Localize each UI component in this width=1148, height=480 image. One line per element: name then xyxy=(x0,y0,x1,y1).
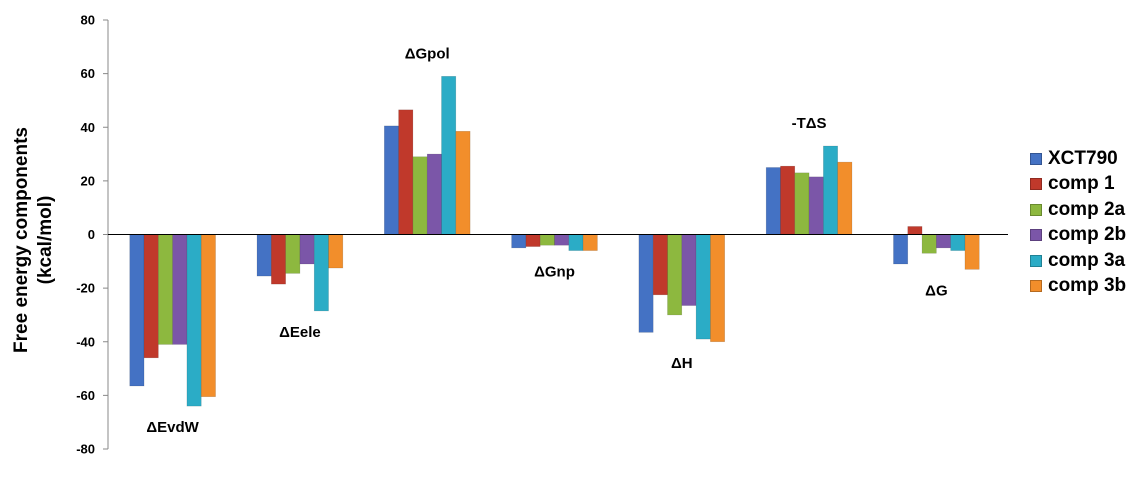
category-label: ΔEele xyxy=(279,324,321,341)
y-tick-label: 80 xyxy=(81,13,95,28)
bar xyxy=(186,234,202,407)
y-axis-ticks: 80 60 40 20 0 -20 -40 -60 -80 xyxy=(76,13,108,457)
legend-item: comp 3a xyxy=(1030,248,1126,274)
y-tick-label: 60 xyxy=(81,66,95,81)
legend-swatch xyxy=(1030,178,1042,191)
legend-item: comp 2a xyxy=(1030,197,1126,223)
bar xyxy=(667,234,683,316)
bar xyxy=(950,234,966,251)
bar xyxy=(837,161,853,235)
legend-label: XCT790 xyxy=(1048,147,1118,169)
bar xyxy=(511,234,527,249)
bar xyxy=(893,234,909,265)
bar xyxy=(808,176,824,235)
legend-label: comp 2a xyxy=(1048,198,1126,220)
bar xyxy=(285,234,301,274)
category-label: ΔG xyxy=(925,282,947,299)
bar xyxy=(907,226,923,235)
legend-item: comp 3b xyxy=(1030,274,1126,300)
bar xyxy=(441,76,457,235)
y-axis-label: Free energy components (kcal/mol) xyxy=(11,127,56,353)
bars xyxy=(129,76,980,407)
category-label: ΔH xyxy=(671,355,693,372)
y-axis-label-line: (kcal/mol) xyxy=(35,196,56,285)
category-labels: ΔEvdW ΔEele ΔGpol ΔGnp ΔH -TΔS ΔG xyxy=(146,45,947,436)
legend: XCT790 comp 1 comp 2a comp 2b comp 3a comp 3b xyxy=(1030,146,1126,299)
bar xyxy=(256,234,272,277)
bar xyxy=(158,234,173,345)
bar xyxy=(525,234,541,247)
category-label: ΔEvdW xyxy=(146,419,199,436)
bar xyxy=(638,234,654,333)
bar xyxy=(780,165,796,235)
bar xyxy=(129,234,145,387)
legend-swatch xyxy=(1030,280,1042,293)
legend-item: XCT790 xyxy=(1030,146,1126,172)
legend-label: comp 3a xyxy=(1048,249,1126,271)
bar xyxy=(143,234,159,359)
bar xyxy=(271,234,286,285)
bar xyxy=(384,125,399,235)
bar xyxy=(823,145,838,235)
bar xyxy=(299,234,315,265)
bar xyxy=(921,234,937,254)
y-axis-label-line: Free energy components xyxy=(11,127,32,353)
category-label: -TΔS xyxy=(792,115,827,132)
bar xyxy=(964,234,980,270)
bar xyxy=(710,234,725,343)
bar xyxy=(554,234,570,246)
bar xyxy=(765,167,781,235)
bar xyxy=(313,234,329,312)
y-tick-label: 0 xyxy=(88,227,95,242)
legend-swatch xyxy=(1030,152,1042,165)
bar xyxy=(398,109,414,235)
bar xyxy=(412,156,428,235)
bar xyxy=(794,172,810,235)
bar xyxy=(936,234,951,249)
y-tick-label: -40 xyxy=(76,334,95,349)
bar xyxy=(568,234,584,251)
bar xyxy=(652,234,668,296)
y-tick-label: 40 xyxy=(81,120,95,135)
bar xyxy=(200,234,216,398)
bar xyxy=(539,234,555,246)
legend-item: comp 2b xyxy=(1030,223,1126,249)
legend-swatch xyxy=(1030,254,1042,267)
y-tick-label: 20 xyxy=(81,173,95,188)
category-label: ΔGnp xyxy=(534,264,575,281)
bar xyxy=(172,234,188,345)
legend-swatch xyxy=(1030,229,1042,242)
legend-label: comp 1 xyxy=(1048,173,1115,195)
legend-swatch xyxy=(1030,203,1042,216)
y-tick-label: -20 xyxy=(76,281,95,296)
y-tick-label: -60 xyxy=(76,388,95,403)
category-label: ΔGpol xyxy=(405,45,450,62)
legend-label: comp 3b xyxy=(1048,275,1127,297)
y-tick-label: -80 xyxy=(76,442,95,457)
legend-item: comp 1 xyxy=(1030,172,1126,198)
bar xyxy=(426,153,442,235)
bar xyxy=(328,234,344,269)
legend-label: comp 2b xyxy=(1048,224,1127,246)
bar xyxy=(695,234,711,340)
bar xyxy=(681,234,697,306)
bar xyxy=(455,130,471,235)
bar xyxy=(582,234,598,251)
